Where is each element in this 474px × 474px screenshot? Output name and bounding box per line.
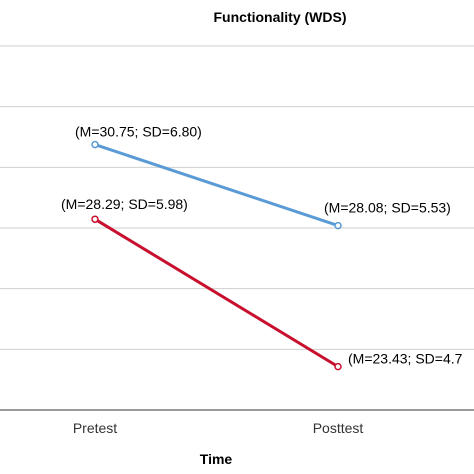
- data-label: (M=28.29; SD=5.98): [61, 196, 188, 212]
- data-point: [91, 215, 99, 223]
- data-label: (M=23.43; SD=4.7: [348, 351, 463, 367]
- chart-title: Functionality (WDS): [214, 9, 347, 25]
- x-tick-label: Pretest: [73, 420, 117, 436]
- data-point: [334, 362, 342, 371]
- x-tick-label: Posttest: [313, 420, 364, 436]
- series-line: [94, 143, 339, 227]
- data-point: [91, 140, 99, 149]
- data-label: (M=30.75; SD=6.80): [75, 124, 202, 140]
- x-axis-label: Time: [200, 451, 233, 467]
- data-label: (M=28.08; SD=5.53): [324, 200, 451, 216]
- data-labels: (M=30.75; SD=6.80) (M=28.08; SD=5.53) (M=2…: [61, 124, 463, 367]
- x-tick-labels: Pretest Posttest: [73, 420, 364, 436]
- gridlines: [0, 45, 474, 350]
- series-line: [94, 217, 339, 368]
- series-group: [91, 140, 342, 371]
- data-point: [334, 221, 342, 230]
